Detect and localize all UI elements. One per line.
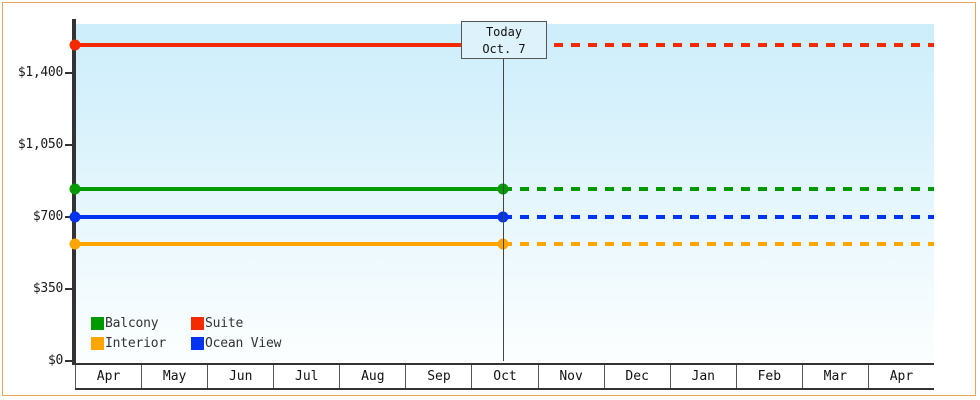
series-line-dashed-suite	[503, 42, 934, 47]
legend-item-balcony[interactable]: Balcony	[91, 316, 191, 331]
legend-label-balcony: Balcony	[105, 315, 159, 331]
series-line-solid-interior	[75, 242, 503, 246]
legend-label-suite: Suite	[205, 315, 244, 331]
month-cell-10[interactable]: Feb	[737, 365, 803, 388]
data-point-marker-ocean-view-start[interactable]	[69, 211, 81, 223]
y-axis-tick	[65, 72, 73, 74]
today-label-line1: Today	[485, 25, 523, 39]
month-cell-8[interactable]: Dec	[605, 365, 671, 388]
y-axis-tick	[65, 144, 73, 146]
data-point-marker-interior-start[interactable]	[69, 238, 81, 250]
month-cell-6[interactable]: Oct	[472, 365, 539, 388]
legend-swatch-interior	[91, 336, 104, 350]
y-axis-label: $0	[47, 353, 63, 368]
month-cell-9[interactable]: Jan	[671, 365, 737, 388]
legend-label-ocean-view: Ocean View	[205, 335, 282, 351]
y-axis-label: $1,400	[17, 65, 63, 80]
series-line-solid-balcony	[75, 186, 503, 191]
legend-swatch-balcony	[91, 316, 104, 330]
series-line-solid-ocean-view	[75, 215, 503, 220]
today-label-line2: Oct. 7	[482, 42, 526, 56]
month-cell-5[interactable]: Sep	[406, 365, 473, 388]
month-cell-0[interactable]: Apr	[75, 365, 143, 388]
chart-legend: Balcony Suite Interior Ocean View	[91, 313, 281, 353]
y-axis-tick	[65, 288, 73, 290]
today-callout-box: Today Oct. 7	[461, 21, 547, 59]
series-line-dashed-ocean-view	[503, 215, 934, 220]
legend-row-2: Interior Ocean View	[91, 333, 281, 353]
y-axis-tick	[65, 216, 73, 218]
legend-item-interior[interactable]: Interior	[91, 336, 191, 351]
chart-frame: $1,400 $1,050 $700 $350 $0 Today Oct. 7 Balc…	[2, 2, 976, 396]
month-cell-2[interactable]: Jun	[208, 365, 275, 388]
month-cell-7[interactable]: Nov	[539, 365, 605, 388]
legend-swatch-suite	[191, 316, 204, 330]
series-line-dashed-balcony	[503, 186, 934, 191]
y-axis-tick	[65, 360, 73, 362]
legend-swatch-ocean-view	[191, 336, 204, 350]
month-cell-12[interactable]: Apr	[889, 369, 914, 384]
legend-row-1: Balcony Suite	[91, 313, 281, 333]
data-point-marker-balcony-start[interactable]	[69, 183, 81, 195]
month-cell-11[interactable]: Mar	[803, 365, 869, 388]
month-cell-4[interactable]: Aug	[340, 365, 407, 388]
y-axis-label: $700	[32, 209, 63, 224]
legend-label-interior: Interior	[105, 335, 167, 351]
y-axis-label: $350	[32, 281, 63, 296]
month-axis-row: Apr May Jun Jul Aug Sep Oct Nov Dec Jan Feb Mar Apr	[75, 363, 934, 390]
data-point-marker-suite-start[interactable]	[69, 39, 81, 51]
series-line-solid-suite	[75, 42, 503, 47]
legend-item-ocean-view[interactable]: Ocean View	[191, 336, 281, 351]
legend-item-suite[interactable]: Suite	[191, 316, 243, 331]
month-cell-3[interactable]: Jul	[274, 365, 341, 388]
y-axis-label: $1,050	[17, 137, 63, 152]
series-line-dashed-interior	[503, 242, 934, 246]
today-vertical-line	[503, 24, 504, 361]
month-cell-1[interactable]: May	[142, 365, 209, 388]
